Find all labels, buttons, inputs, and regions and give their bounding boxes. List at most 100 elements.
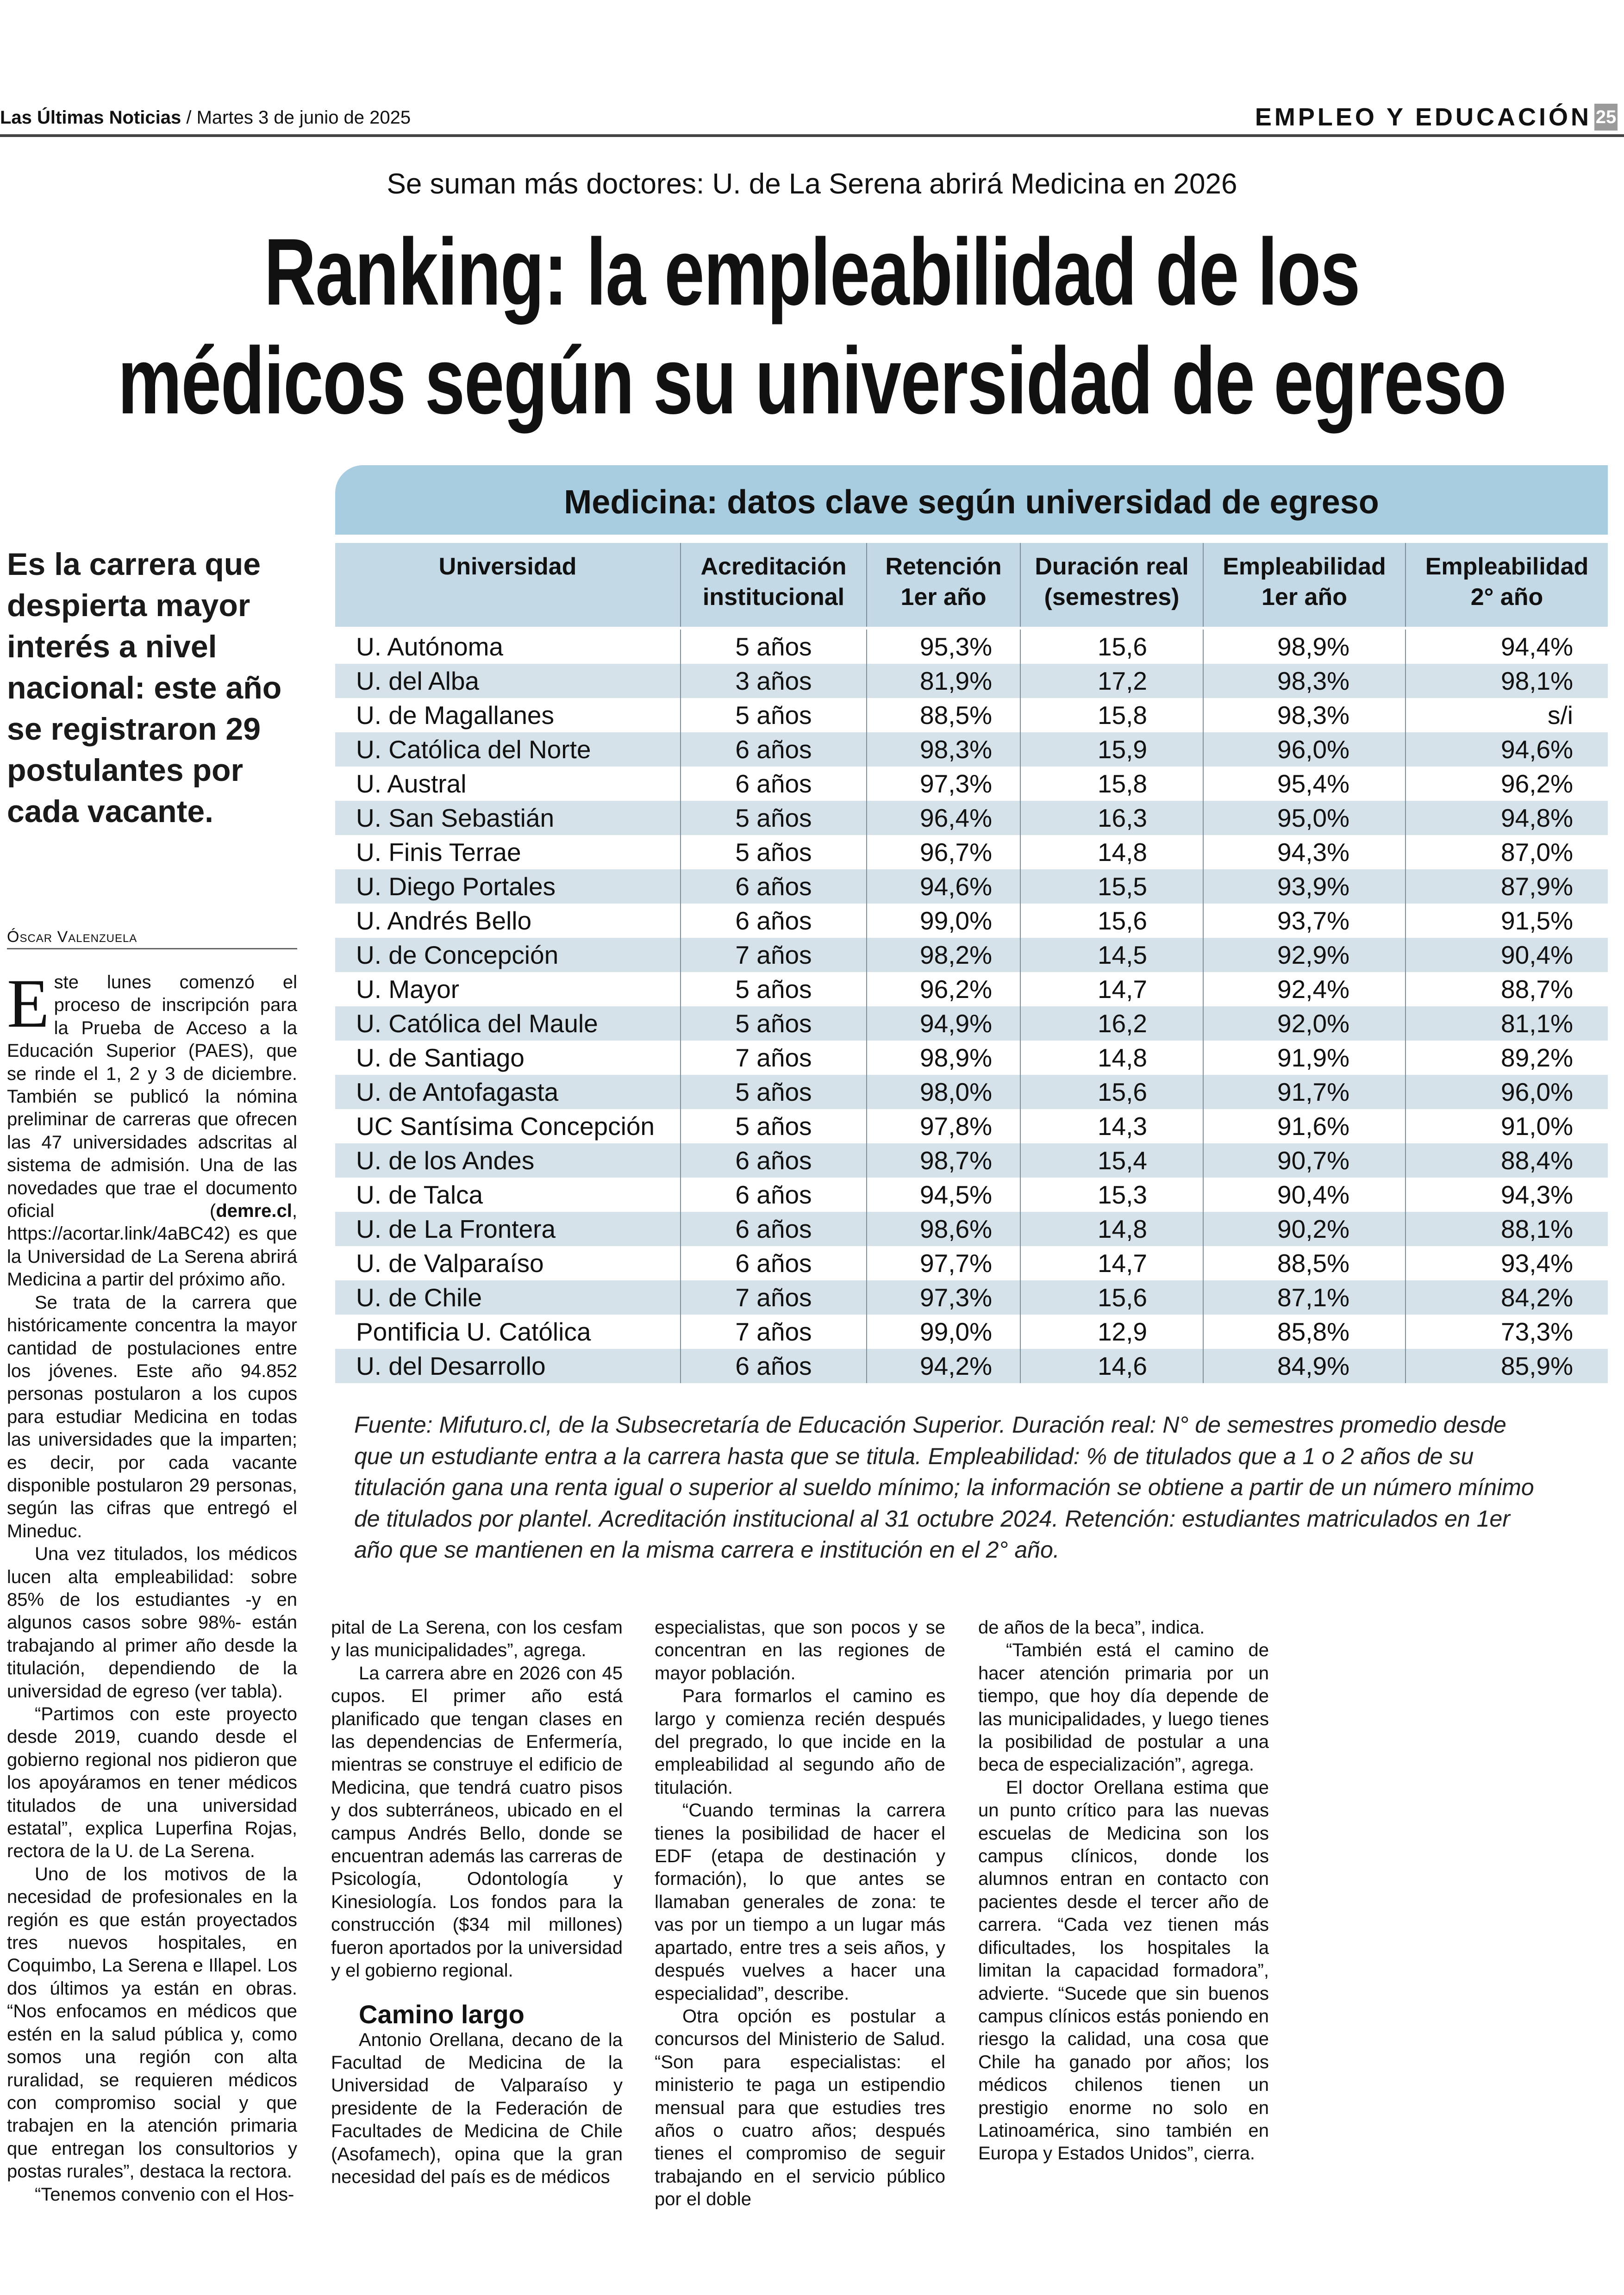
table-cell: 94,8% — [1501, 804, 1573, 832]
table-cell: 92,0% — [1204, 1006, 1406, 1041]
table-cell: 90,4% — [1204, 1178, 1406, 1212]
table-cell: 91,9% — [1204, 1041, 1406, 1075]
headline-line: Ranking: la empleabilidad de los — [264, 219, 1360, 325]
body-column-4: de años de la beca”, indica. “También est… — [978, 1616, 1269, 2165]
table-cell: 5 años — [681, 835, 867, 869]
table-cell: s/i — [1548, 701, 1573, 730]
table-title: Medicina: datos clave según universidad … — [335, 465, 1608, 535]
column-header-label: Retención 1er año — [885, 553, 1002, 611]
table-cell: 94,4% — [1501, 632, 1573, 661]
table-cell: 94,3% — [1501, 1180, 1573, 1209]
table-row: U. de Talca 6 años 94,5% 15,3 90,4% 94,3% — [335, 1178, 1608, 1212]
paragraph: “Cuando terminas la carrera tienes la po… — [655, 1800, 945, 2004]
table-cell: 94,3% — [1204, 835, 1406, 869]
table-cell: 15,9 — [1021, 732, 1204, 767]
table-source-note: Fuente: Mifuturo.cl, de la Subsecretaría… — [354, 1412, 1534, 1563]
table-cell: 96,2% — [1501, 769, 1573, 798]
table-cell: 93,7% — [1204, 904, 1406, 938]
table-cell: 84,2% — [1501, 1283, 1573, 1312]
table-cell: U. de La Frontera — [335, 1212, 681, 1246]
paragraph: “Partimos con este proyecto desde 2019, … — [7, 1704, 297, 1862]
table-cell: 87,1% — [1204, 1280, 1406, 1315]
table-cell: 14,3 — [1021, 1109, 1204, 1143]
link-demre: demre.cl — [216, 1201, 292, 1222]
column-header-label: Empleabilidad 1er año — [1223, 553, 1386, 611]
table-cell: 98,3% — [1204, 698, 1406, 732]
table-cell: U. Católica del Norte — [335, 732, 681, 767]
table-cell: 98,3% — [1204, 664, 1406, 698]
table-cell: 97,8% — [867, 1109, 1021, 1143]
table-cell: 96,2% — [867, 972, 1021, 1006]
paragraph: Para formarlos el camino es largo y comi… — [655, 1686, 945, 1798]
table-cell: 7 años — [681, 1280, 867, 1315]
table-cell: 15,8 — [1021, 767, 1204, 801]
table-cell: 15,6 — [1021, 1075, 1204, 1109]
paragraph: Otra opción es postular a concursos del … — [655, 2006, 945, 2210]
table-cell: 95,3% — [867, 630, 1021, 664]
table-cell: Pontificia U. Católica — [335, 1315, 681, 1349]
table-cell: 14,8 — [1021, 1212, 1204, 1246]
table-cell: 88,4% — [1501, 1146, 1573, 1175]
table-cell: 94,5% — [867, 1178, 1021, 1212]
table-row: U. Finis Terrae 5 años 96,7% 14,8 94,3% 87,0% — [335, 835, 1608, 869]
table-cell: 6 años — [681, 1246, 867, 1280]
table-cell: 98,3% — [867, 732, 1021, 767]
table-cell: 93,9% — [1204, 869, 1406, 904]
table-cell: 96,0% — [1501, 1078, 1573, 1106]
table-cell: 14,6 — [1021, 1349, 1204, 1383]
article-kicker: Se suman más doctores: U. de La Serena a… — [387, 168, 1237, 200]
table-cell: U. del Desarrollo — [335, 1349, 681, 1383]
table-cell: 15,3 — [1021, 1178, 1204, 1212]
table-cell: 96,4% — [867, 801, 1021, 835]
table-cell: 7 años — [681, 1315, 867, 1349]
paragraph: especialistas, que son pocos y se concen… — [655, 1617, 945, 1684]
header-divider — [0, 134, 1624, 137]
table-cell: 95,4% — [1204, 767, 1406, 801]
table-cell: 6 años — [681, 1349, 867, 1383]
data-table: Medicina: datos clave según universidad … — [335, 465, 1608, 1383]
table-cell: 99,0% — [867, 1315, 1021, 1349]
table-cell: 15,6 — [1021, 904, 1204, 938]
table-cell: 89,2% — [1501, 1043, 1573, 1072]
table-cell: 14,8 — [1021, 1041, 1204, 1075]
column-header: Universidad — [335, 543, 681, 627]
table-cell: 16,3 — [1021, 801, 1204, 835]
table-cell: U. San Sebastián — [335, 801, 681, 835]
column-header: Retención 1er año — [867, 543, 1021, 627]
table-cell: 81,9% — [867, 664, 1021, 698]
table-cell: 6 años — [681, 732, 867, 767]
table-cell: 6 años — [681, 1178, 867, 1212]
table-cell: 5 años — [681, 1006, 867, 1041]
paragraph: Antonio Orellana, decano de la Facultad … — [331, 2029, 623, 2187]
table-cell: U. de Magallanes — [335, 698, 681, 732]
table-cell: U. de Valparaíso — [335, 1246, 681, 1280]
subheading: Camino largo — [359, 1999, 525, 2029]
table-cell: 90,4% — [1501, 941, 1573, 969]
table-cell: 5 años — [681, 630, 867, 664]
table-cell: 87,0% — [1501, 838, 1573, 867]
table-cell: 15,4 — [1021, 1143, 1204, 1178]
column-header: Empleabilidad 1er año — [1204, 543, 1406, 627]
table-row: U. del Alba 3 años 81,9% 17,2 98,3% 98,1% — [335, 664, 1608, 698]
drop-cap: E — [7, 965, 50, 1042]
table-cell: UC Santísima Concepción — [335, 1109, 681, 1143]
table-cell: 6 años — [681, 869, 867, 904]
paragraph: “También está el camino de hacer atenció… — [978, 1640, 1269, 1775]
table-cell: 98,0% — [867, 1075, 1021, 1109]
table-cell: U. Andrés Bello — [335, 904, 681, 938]
table-row: U. de La Frontera 6 años 98,6% 14,8 90,2% 88,… — [335, 1212, 1608, 1246]
table-cell: U. Austral — [335, 767, 681, 801]
table-cell: U. de Antofagasta — [335, 1075, 681, 1109]
paragraph: de años de la beca”, indica. — [978, 1617, 1205, 1638]
table-row: U. de Santiago 7 años 98,9% 14,8 91,9% 89,2% — [335, 1041, 1608, 1075]
table-cell: 5 años — [681, 801, 867, 835]
table-cell: 88,7% — [1501, 975, 1573, 1004]
column-header-label: Universidad — [438, 553, 577, 580]
paragraph: La carrera abre en 2026 con 45 cupos. El… — [331, 1663, 623, 1981]
table-cell: 14,7 — [1021, 1246, 1204, 1280]
table-cell: U. Católica del Maule — [335, 1006, 681, 1041]
table-cell: 94,2% — [867, 1349, 1021, 1383]
table-cell: 5 años — [681, 1075, 867, 1109]
table-cell: 88,1% — [1501, 1215, 1573, 1243]
